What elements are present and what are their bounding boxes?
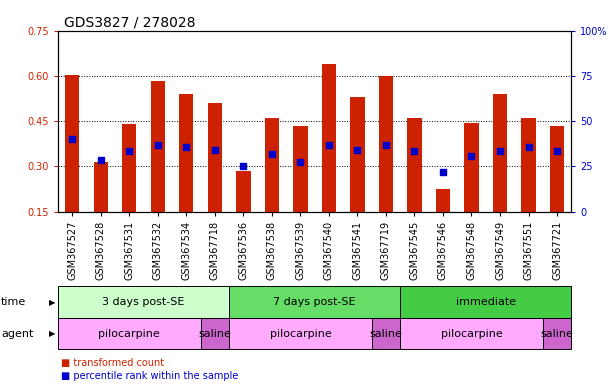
- Bar: [58, 286, 229, 318]
- Bar: [543, 318, 571, 349]
- Point: [96, 157, 106, 164]
- Bar: [200, 318, 229, 349]
- Text: ■ percentile rank within the sample: ■ percentile rank within the sample: [61, 371, 238, 381]
- Bar: [436, 189, 450, 212]
- Bar: [229, 286, 400, 318]
- Bar: [293, 126, 307, 212]
- Text: pilocarpine: pilocarpine: [98, 329, 160, 339]
- Bar: [151, 81, 165, 212]
- Bar: [521, 118, 536, 212]
- Point: [381, 142, 391, 149]
- Bar: [322, 64, 336, 212]
- Bar: [379, 76, 393, 212]
- Bar: [93, 162, 108, 212]
- Point: [495, 148, 505, 154]
- Point: [267, 151, 277, 157]
- Bar: [229, 318, 371, 349]
- Bar: [179, 94, 194, 212]
- Text: GDS3827 / 278028: GDS3827 / 278028: [64, 15, 196, 29]
- Text: agent: agent: [1, 329, 34, 339]
- Point: [238, 164, 248, 170]
- Bar: [58, 318, 200, 349]
- Bar: [400, 318, 543, 349]
- Text: pilocarpine: pilocarpine: [269, 329, 331, 339]
- Point: [467, 153, 477, 159]
- Bar: [493, 94, 507, 212]
- Text: saline: saline: [370, 329, 403, 339]
- Text: ■ transformed count: ■ transformed count: [61, 358, 164, 368]
- Text: ▶: ▶: [49, 329, 56, 338]
- Bar: [350, 97, 365, 212]
- Bar: [371, 318, 400, 349]
- Bar: [236, 171, 251, 212]
- Text: 3 days post-SE: 3 days post-SE: [103, 297, 185, 307]
- Text: ▶: ▶: [49, 298, 56, 307]
- Point: [552, 148, 562, 154]
- Bar: [408, 118, 422, 212]
- Text: pilocarpine: pilocarpine: [441, 329, 502, 339]
- Point: [353, 147, 362, 153]
- Point: [524, 144, 533, 150]
- Point: [409, 148, 419, 154]
- Point: [67, 136, 77, 142]
- Text: 7 days post-SE: 7 days post-SE: [273, 297, 356, 307]
- Text: time: time: [1, 297, 26, 307]
- Bar: [208, 103, 222, 212]
- Text: saline: saline: [199, 329, 232, 339]
- Point: [153, 142, 163, 149]
- Point: [181, 144, 191, 150]
- Bar: [400, 286, 571, 318]
- Point: [438, 169, 448, 175]
- Point: [324, 142, 334, 149]
- Text: saline: saline: [541, 329, 574, 339]
- Text: immediate: immediate: [456, 297, 516, 307]
- Point: [210, 147, 220, 153]
- Point: [125, 148, 134, 154]
- Bar: [122, 124, 136, 212]
- Bar: [65, 75, 79, 212]
- Bar: [464, 123, 478, 212]
- Point: [296, 159, 306, 165]
- Bar: [550, 126, 564, 212]
- Bar: [265, 118, 279, 212]
